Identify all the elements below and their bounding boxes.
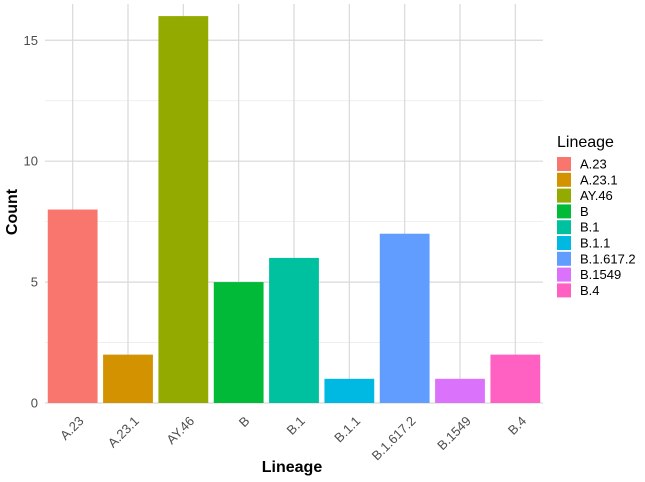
bar-A.23 <box>47 209 98 403</box>
x-tick-label: B.1.617.2 <box>369 413 419 463</box>
legend-label: B.1 <box>580 220 600 235</box>
y-tick-label: 10 <box>24 154 38 169</box>
legend-key <box>557 236 571 250</box>
legend-label: A.23 <box>580 157 607 172</box>
bar-B.1 <box>269 257 319 403</box>
legend-label: B.1.617.2 <box>580 251 636 266</box>
legend-key <box>557 267 571 282</box>
bar-A.23.1 <box>103 354 153 403</box>
bar-B.1549 <box>435 378 485 403</box>
legend: Lineage A.23A.23.1AY.46BB.1B.1.1B.1.617.… <box>557 134 636 298</box>
x-tick-label: B.1 <box>283 413 307 437</box>
y-tick-label: 0 <box>31 396 38 411</box>
legend-label: B.1549 <box>580 267 621 282</box>
x-tick-label: B.1.1 <box>331 413 363 445</box>
bar-B.4 <box>490 354 541 403</box>
legend-label: B.1.1 <box>580 236 610 251</box>
legend-label: B <box>580 204 589 219</box>
bar-B.1.1 <box>324 378 375 403</box>
x-tick-label: B <box>236 413 253 430</box>
x-tick-label: AY.46 <box>163 413 197 447</box>
legend-key <box>557 283 571 298</box>
bar-B.1.617.2 <box>379 233 430 403</box>
x-tick-label: A.23 <box>57 413 87 443</box>
legend-label: B.4 <box>580 283 600 298</box>
bar-B <box>213 282 264 403</box>
y-tick-label: 5 <box>31 275 38 290</box>
legend-title: Lineage <box>557 134 614 151</box>
x-tick-label: B.4 <box>505 413 529 437</box>
x-axis-title: Lineage <box>262 459 323 476</box>
legend-key <box>557 220 571 235</box>
y-tick-label: 15 <box>24 33 38 48</box>
y-axis-title: Count <box>4 188 21 235</box>
bars <box>47 16 541 403</box>
legend-label: AY.46 <box>580 188 613 203</box>
x-tick-label: A.23.1 <box>105 413 142 450</box>
legend-key <box>557 188 571 203</box>
legend-key <box>557 157 571 171</box>
bar-AY.46 <box>158 16 209 403</box>
x-tick-label: B.1549 <box>434 413 474 453</box>
legend-label: A.23.1 <box>580 172 618 187</box>
x-axis-ticks: A.23 A.23.1 AY.46 B B.1 B.1.1 B.1.617.2 B.1549 B… <box>57 413 529 463</box>
legend-key <box>557 172 571 187</box>
y-axis-ticks: 0 5 10 15 <box>24 33 38 411</box>
legend-key <box>557 251 571 266</box>
legend-key <box>557 204 571 219</box>
